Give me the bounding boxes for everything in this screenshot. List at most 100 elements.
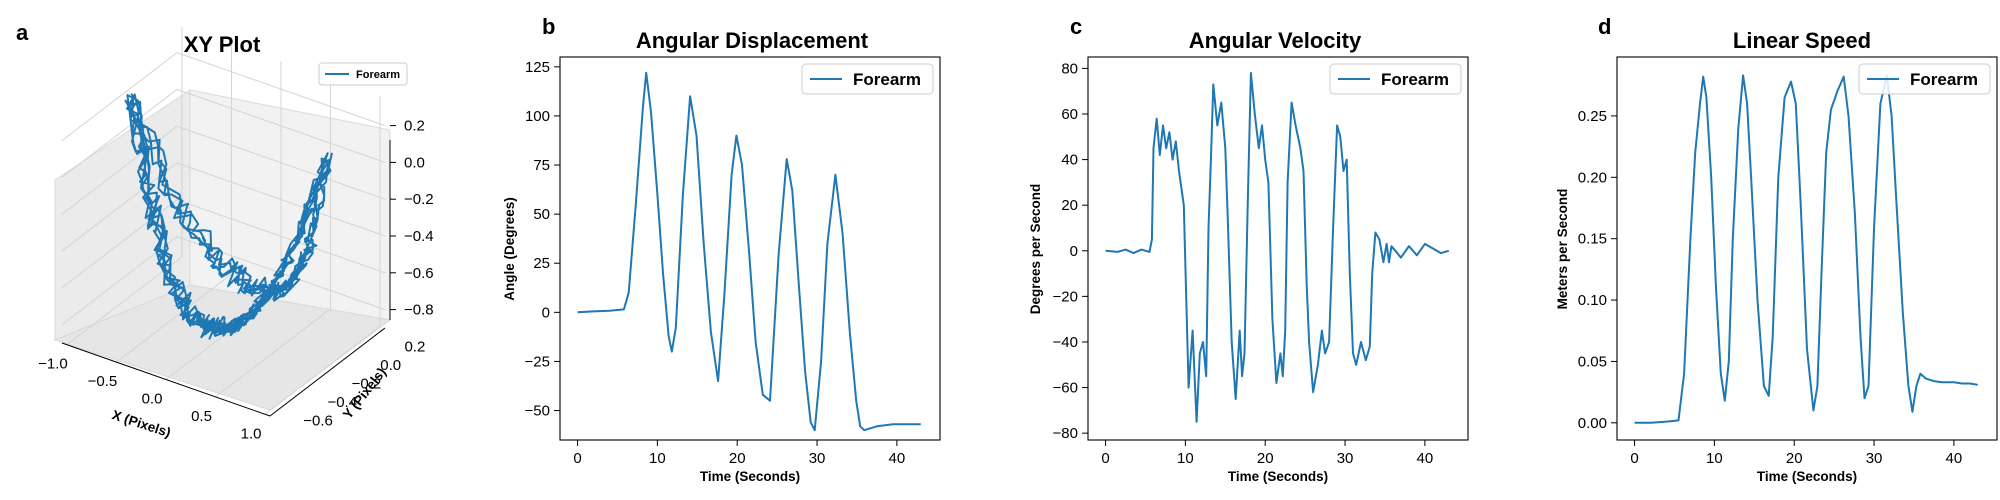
chart-b-ticks: 0 10 20 30 40 −50 −25 0 25 50 75 100 125 [525, 59, 906, 467]
chart-b-xtick-label-2: 20 [729, 450, 746, 467]
chart-a-left-grid-z-2 [61, 162, 178, 252]
chart-b-ytick-label-7: 125 [525, 59, 550, 76]
chart-c-ytick-label-4: 0 [1070, 243, 1078, 260]
chart-c-title: Angular Velocity [1189, 28, 1362, 53]
chart-a-floor-grid-x-4 [264, 325, 381, 415]
chart-a-ztick-label-0: −0.8 [404, 302, 434, 319]
chart-d-ytick-label-4: 0.20 [1578, 169, 1607, 186]
chart-b-ylabel: Angle (Degrees) [502, 197, 517, 301]
chart-a-left-grid-z-1 [61, 199, 178, 289]
chart-d-xtick-label-1: 10 [1706, 450, 1723, 467]
panel-d-linear-speed: Linear Speed 0 10 20 30 40 0.00 0.05 0.10 0.15 0.… [1555, 28, 1998, 484]
panel-letter-a: a [16, 20, 29, 45]
chart-c-xlabel: Time (Seconds) [1228, 469, 1328, 484]
chart-d-legend: Forearm [1858, 63, 1991, 95]
chart-d-ytick-label-0: 0.00 [1578, 415, 1607, 432]
chart-b-xlabel: Time (Seconds) [700, 469, 800, 484]
chart-a-back-grid-z-2 [176, 162, 386, 237]
chart-b-xtick-label-3: 30 [809, 450, 826, 467]
chart-a-xtick-label-4: 1.0 [241, 425, 262, 442]
chart-a-back-grid-z-3 [176, 125, 386, 200]
chart-c-xtick-label-2: 20 [1257, 450, 1274, 467]
panel-b-angular-displacement: Angular Displacement 0 10 20 30 40 −50 −25 0 25 5… [502, 28, 941, 484]
chart-a-ytick-label-3: 0.0 [380, 357, 401, 374]
chart-c-xtick-label-1: 10 [1177, 450, 1194, 467]
chart-c-ytick-label-6: 40 [1061, 152, 1078, 169]
panel-letter-c: c [1070, 14, 1082, 39]
chart-a-floor-grid-x-1 [116, 273, 232, 363]
chart-b-ytick-label-2: 0 [542, 304, 550, 321]
chart-c-ticks: 0 10 20 30 40 −80 −60 −40 −20 0 20 40 60 80 [1053, 60, 1434, 467]
chart-a-ztick-label-2: −0.4 [404, 228, 434, 245]
chart-b-xtick-label-0: 0 [573, 450, 581, 467]
chart-a-left-grid-z-5 [61, 52, 178, 141]
chart-a-ytick-label-1: −0.4 [327, 394, 357, 411]
chart-c-legend: Forearm [1329, 63, 1462, 95]
chart-d-series-forearm-line [1634, 74, 1978, 424]
chart-a-ytick-label-0: −0.6 [303, 412, 333, 429]
chart-d-xlabel: Time (Seconds) [1757, 469, 1857, 484]
chart-a-ztick-label-5: 0.2 [404, 118, 425, 135]
chart-a-xtick-label-0: −1.0 [38, 356, 68, 373]
chart-a-ztick-label-3: −0.2 [404, 191, 434, 208]
chart-d-xtick-label-2: 20 [1786, 450, 1803, 467]
chart-d-legend-box [1858, 63, 1991, 95]
chart-d-ticks: 0 10 20 30 40 0.00 0.05 0.10 0.15 0.20 0.25 [1578, 108, 1962, 467]
chart-a-back-grid-z-4 [176, 88, 386, 163]
panel-letter-d: d [1598, 14, 1611, 39]
chart-d-legend-label: Forearm [1910, 70, 1978, 89]
chart-c-ytick-label-3: −20 [1053, 288, 1078, 305]
chart-d-ylabel: Meters per Second [1555, 189, 1570, 310]
chart-b-ytick-label-1: −25 [525, 353, 550, 370]
chart-d-ytick-label-2: 0.10 [1578, 292, 1607, 309]
chart-b-ytick-label-0: −50 [525, 403, 550, 420]
chart-d-ytick-label-1: 0.05 [1578, 353, 1607, 370]
chart-a-legend: Forearm [318, 62, 408, 86]
chart-c-ytick-label-8: 80 [1061, 60, 1078, 77]
panel-c-angular-velocity: Angular Velocity 0 10 20 30 40 −80 −60 −40 −20 0 2… [1028, 28, 1469, 484]
chart-c-ylabel: Degrees per Second [1028, 184, 1043, 315]
chart-a-floor-grid-x-3 [215, 308, 331, 398]
chart-a-legend-box [318, 62, 408, 86]
chart-a-xlabel: X (Pixels) [110, 407, 172, 440]
chart-a-title: XY Plot [184, 32, 261, 57]
chart-a-x-axis-line [61, 342, 271, 417]
chart-a-back-grid-z-5 [176, 52, 386, 127]
chart-a-back-grid-z-1 [176, 199, 386, 274]
chart-b-xtick-label-1: 10 [649, 450, 666, 467]
chart-c-legend-box [1329, 63, 1462, 95]
chart-c-legend-label: Forearm [1381, 70, 1449, 89]
chart-b-ytick-label-3: 25 [533, 255, 550, 272]
chart-a-ztick-label-4: 0.0 [404, 154, 425, 171]
chart-b-legend-label: Forearm [853, 70, 921, 89]
chart-b-ytick-label-4: 50 [533, 206, 550, 223]
chart-c-xtick-label-4: 40 [1417, 450, 1434, 467]
chart-c-ytick-label-7: 60 [1061, 106, 1078, 123]
chart-b-title: Angular Displacement [636, 28, 869, 53]
chart-d-xtick-label-4: 40 [1946, 450, 1963, 467]
chart-c-ytick-label-5: 20 [1061, 197, 1078, 214]
chart-c-ytick-label-1: −60 [1053, 380, 1078, 397]
chart-d-ytick-label-3: 0.15 [1578, 231, 1607, 248]
chart-d-xtick-label-0: 0 [1630, 450, 1638, 467]
chart-c-xtick-label-3: 30 [1337, 450, 1354, 467]
chart-b-legend-box [801, 63, 934, 95]
chart-b-plot-frame [559, 56, 941, 441]
chart-d-xtick-label-3: 30 [1866, 450, 1883, 467]
chart-a-x-ticks: −1.0 −0.5 0.0 0.5 1.0 [38, 356, 261, 443]
chart-c-ytick-label-2: −40 [1053, 334, 1078, 351]
chart-b-ytick-label-6: 100 [525, 108, 550, 125]
chart-c-series-forearm-line [1105, 72, 1450, 423]
chart-a-panes [53, 89, 392, 411]
chart-a-xtick-label-3: 0.5 [191, 408, 212, 425]
chart-a-z-ticks: −0.8 −0.6 −0.4 −0.2 0.0 0.2 [390, 118, 434, 319]
chart-b-series-forearm-line [577, 71, 921, 432]
chart-a-ytick-label-4: 0.2 [404, 338, 425, 355]
chart-a-series-forearm-line [124, 93, 333, 340]
panel-a-xy-plot: XY Plot −1.0−0.50.00.51.0 −0.6−0.4−0.20.… [38, 26, 434, 443]
chart-a-y-axis-line [269, 327, 386, 417]
chart-c-xtick-label-0: 0 [1101, 450, 1109, 467]
panel-letter-b: b [542, 14, 555, 39]
chart-a-left-grid-z-4 [61, 89, 178, 178]
